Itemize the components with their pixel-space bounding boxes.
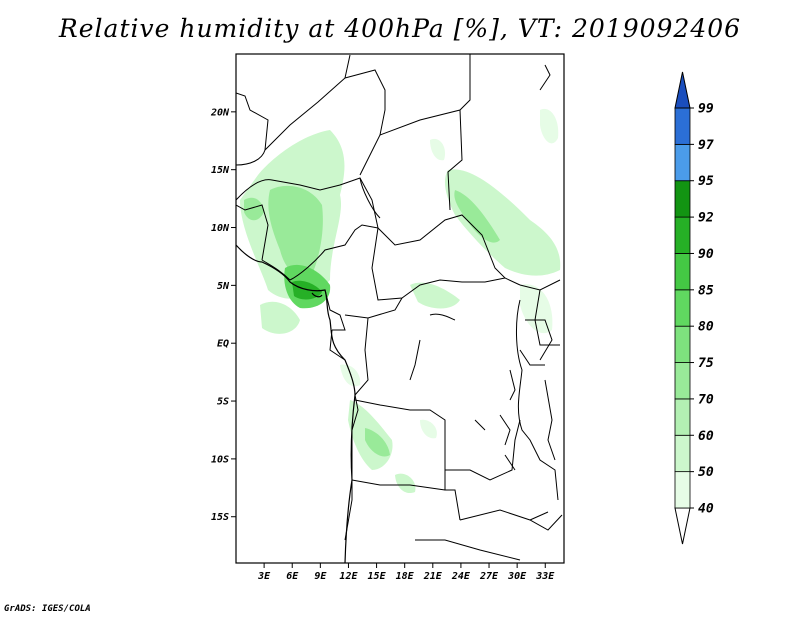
credit-label: GrADS: IGES/COLA	[4, 604, 91, 614]
colorbar-segment	[674, 143, 691, 182]
colorbar-label: 90	[698, 247, 714, 262]
lon-tick-label: 30E	[507, 571, 527, 582]
lat-tick-label: 5N	[217, 281, 230, 292]
colorbar-label: 50	[698, 465, 714, 480]
colorbar-label: 60	[698, 429, 714, 444]
lon-tick-label: 24E	[451, 571, 471, 582]
colorbar-segment	[674, 180, 691, 218]
coastline	[236, 244, 356, 563]
humidity-region-nigeria-core	[268, 185, 323, 278]
lat-tick-label: 10S	[211, 454, 229, 465]
colorbar-label: 70	[698, 392, 714, 407]
lat-tick-label: 15S	[211, 512, 229, 523]
colorbar-label: 40	[698, 502, 714, 517]
colorbar-top-arrow	[674, 71, 691, 109]
colorbar: 40 50 60 70 75 80 85 90 92 95 97 99	[674, 71, 714, 545]
lat-tick-label: 20N	[210, 107, 230, 118]
lat-tick-label: EQ	[217, 339, 229, 350]
country-borders	[236, 54, 563, 561]
lon-tick-label: 21E	[423, 571, 443, 582]
latitude-ticks: 20N 15N 10N 5N EQ 5S 10S 15S	[210, 107, 236, 523]
lon-tick-label: 33E	[535, 571, 555, 582]
colorbar-segment	[674, 216, 691, 254]
colorbar-label: 75	[698, 356, 714, 371]
lat-tick-label: 10N	[211, 223, 230, 234]
colorbar-segment	[674, 398, 691, 436]
lon-tick-label: 3E	[257, 571, 271, 582]
colorbar-segment	[674, 253, 691, 291]
colorbar-label: 92	[698, 211, 714, 226]
colorbar-label: 99	[698, 102, 714, 117]
colorbar-label: 97	[698, 138, 714, 153]
lon-tick-label: 12E	[339, 571, 358, 582]
colorbar-segment	[674, 289, 691, 327]
colorbar-segment	[674, 434, 691, 473]
colorbar-segment	[674, 107, 691, 145]
lat-tick-label: 5S	[217, 397, 229, 408]
lon-tick-label: 6E	[286, 571, 299, 582]
lon-tick-label: 9E	[314, 571, 327, 582]
longitude-ticks: 3E 6E 9E 12E 15E 18E 21E 24E 27E 30E 33E	[257, 563, 555, 582]
lon-tick-label: 18E	[396, 571, 415, 582]
humidity-shading	[240, 108, 561, 494]
map-frame	[235, 53, 565, 564]
colorbar-segment	[674, 325, 691, 363]
colorbar-label: 80	[698, 320, 714, 335]
humidity-region-sudan	[444, 169, 561, 276]
lat-tick-label: 15N	[211, 165, 230, 176]
colorbar-segment	[674, 362, 691, 400]
colorbar-label: 85	[698, 283, 714, 298]
colorbar-label: 95	[698, 174, 714, 189]
map-title: Relative humidity at 400hPa [%], VT: 201…	[58, 14, 742, 43]
lon-tick-label: 27E	[479, 571, 499, 582]
colorbar-bottom-arrow	[674, 507, 691, 545]
colorbar-segment	[674, 471, 691, 509]
lon-tick-label: 15E	[368, 571, 387, 582]
